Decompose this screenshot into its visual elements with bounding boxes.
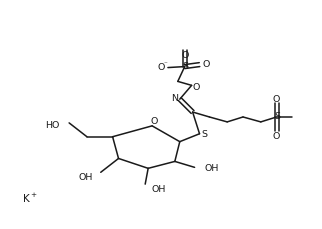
Text: OH: OH (79, 172, 93, 181)
Text: OH: OH (151, 184, 166, 193)
Text: N: N (171, 93, 178, 102)
Text: OH: OH (204, 163, 219, 172)
Text: O: O (273, 94, 280, 103)
Text: S: S (183, 62, 189, 71)
Text: O: O (157, 63, 165, 72)
Text: O: O (203, 60, 210, 69)
Text: O: O (193, 82, 200, 91)
Text: O: O (181, 51, 188, 60)
Text: K: K (23, 193, 30, 203)
Text: S: S (275, 112, 280, 121)
Text: O: O (273, 132, 280, 141)
Text: +: + (31, 191, 37, 197)
Text: S: S (202, 130, 207, 139)
Text: ⁻: ⁻ (164, 61, 168, 67)
Text: HO: HO (45, 121, 59, 130)
Text: O: O (150, 117, 158, 126)
